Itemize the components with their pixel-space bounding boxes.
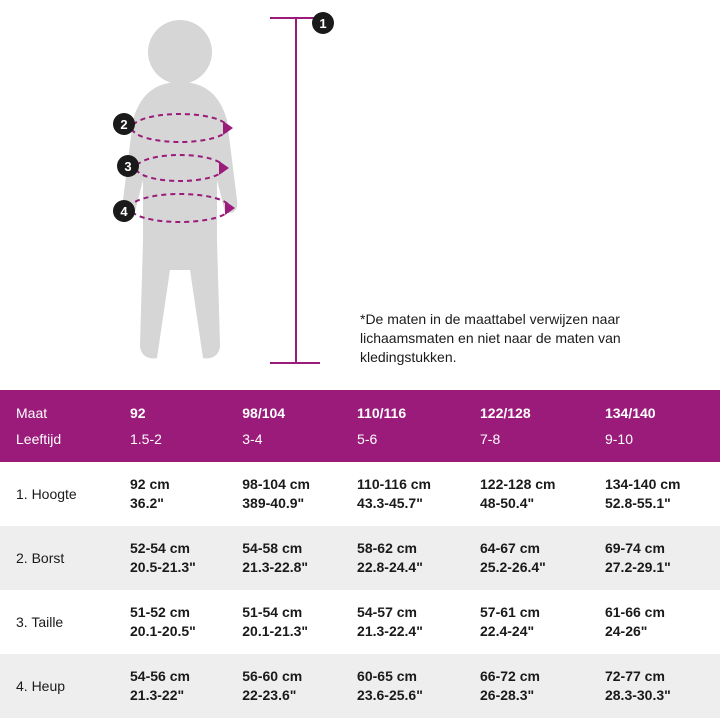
header-age-value: 7-8 xyxy=(480,431,585,447)
measure-badge-4: 4 xyxy=(113,200,135,222)
measurement-cm: 110-116 cm xyxy=(357,475,460,494)
measure-badge-1: 1 xyxy=(312,12,334,34)
header-size-column: 110/116 5-6 xyxy=(347,390,470,462)
measurement-cell: 110-116 cm43.3-45.7" xyxy=(347,462,470,526)
measurement-in: 24-26" xyxy=(605,622,710,641)
measurement-cell: 134-140 cm52.8-55.1" xyxy=(595,462,720,526)
measurement-cell: 69-74 cm27.2-29.1" xyxy=(595,526,720,590)
size-table: Maat Leeftijd 92 1.5-2 98/104 3-4 110/116 5-6 12… xyxy=(0,390,720,718)
measurement-in: 20.5-21.3" xyxy=(130,558,222,577)
measurement-cell: 92 cm36.2" xyxy=(120,462,232,526)
measurement-cm: 72-77 cm xyxy=(605,667,710,686)
row-label: 1. Hoogte xyxy=(0,462,120,526)
header-size-column: 122/128 7-8 xyxy=(470,390,595,462)
measurement-cm: 122-128 cm xyxy=(480,475,585,494)
measurement-in: 22-23.6" xyxy=(242,686,337,705)
measurement-in: 48-50.4" xyxy=(480,494,585,513)
measurement-cell: 56-60 cm22-23.6" xyxy=(232,654,347,718)
diagram-section: 1 2 3 4 *De maten in de maattabel verwij… xyxy=(0,0,720,390)
measurement-in: 26-28.3" xyxy=(480,686,585,705)
row-label: 4. Heup xyxy=(0,654,120,718)
size-table-body: 1. Hoogte92 cm36.2"98-104 cm389-40.9"110… xyxy=(0,462,720,718)
footnote-text: *De maten in de maattabel verwijzen naar… xyxy=(360,310,680,367)
measurement-cell: 66-72 cm26-28.3" xyxy=(470,654,595,718)
header-size-label: Maat xyxy=(16,405,110,421)
measurement-in: 22.8-24.4" xyxy=(357,558,460,577)
header-size-column: 134/140 9-10 xyxy=(595,390,720,462)
measurement-cell: 61-66 cm24-26" xyxy=(595,590,720,654)
measurement-cm: 98-104 cm xyxy=(242,475,337,494)
measurement-cell: 98-104 cm389-40.9" xyxy=(232,462,347,526)
header-size-value: 110/116 xyxy=(357,405,460,421)
measurement-cell: 122-128 cm48-50.4" xyxy=(470,462,595,526)
table-row: 1. Hoogte92 cm36.2"98-104 cm389-40.9"110… xyxy=(0,462,720,526)
measurement-in: 25.2-26.4" xyxy=(480,558,585,577)
measurement-in: 43.3-45.7" xyxy=(357,494,460,513)
height-bar xyxy=(295,18,297,363)
header-age-value: 9-10 xyxy=(605,431,710,447)
measurement-cm: 51-52 cm xyxy=(130,603,222,622)
measurement-cm: 69-74 cm xyxy=(605,539,710,558)
measurement-cell: 52-54 cm20.5-21.3" xyxy=(120,526,232,590)
header-age-value: 5-6 xyxy=(357,431,460,447)
measurement-cell: 72-77 cm28.3-30.3" xyxy=(595,654,720,718)
row-label: 2. Borst xyxy=(0,526,120,590)
measurement-cell: 54-58 cm21.3-22.8" xyxy=(232,526,347,590)
measurement-cell: 58-62 cm22.8-24.4" xyxy=(347,526,470,590)
measurement-in: 21.3-22.8" xyxy=(242,558,337,577)
measurement-cm: 134-140 cm xyxy=(605,475,710,494)
measurement-in: 21.3-22" xyxy=(130,686,222,705)
measurement-cell: 60-65 cm23.6-25.6" xyxy=(347,654,470,718)
measurement-cell: 57-61 cm22.4-24" xyxy=(470,590,595,654)
measurement-cm: 57-61 cm xyxy=(480,603,585,622)
header-size-value: 134/140 xyxy=(605,405,710,421)
child-silhouette xyxy=(85,10,275,375)
measurement-in: 21.3-22.4" xyxy=(357,622,460,641)
row-label: 3. Taille xyxy=(0,590,120,654)
measure-badge-2: 2 xyxy=(113,113,135,135)
table-row: 2. Borst52-54 cm20.5-21.3"54-58 cm21.3-2… xyxy=(0,526,720,590)
measurement-cm: 92 cm xyxy=(130,475,222,494)
measurement-in: 23.6-25.6" xyxy=(357,686,460,705)
measurement-cm: 64-67 cm xyxy=(480,539,585,558)
measurement-cm: 56-60 cm xyxy=(242,667,337,686)
measurement-cell: 51-52 cm20.1-20.5" xyxy=(120,590,232,654)
header-age-value: 1.5-2 xyxy=(130,431,222,447)
measurement-cm: 61-66 cm xyxy=(605,603,710,622)
measurement-cm: 66-72 cm xyxy=(480,667,585,686)
header-size-value: 122/128 xyxy=(480,405,585,421)
measurement-in: 36.2" xyxy=(130,494,222,513)
header-size-value: 92 xyxy=(130,405,222,421)
measurement-cell: 64-67 cm25.2-26.4" xyxy=(470,526,595,590)
measurement-cm: 54-58 cm xyxy=(242,539,337,558)
measure-badge-3: 3 xyxy=(117,155,139,177)
size-table-header: Maat Leeftijd 92 1.5-2 98/104 3-4 110/116 5-6 12… xyxy=(0,390,720,462)
header-label-cell: Maat Leeftijd xyxy=(0,390,120,462)
measurement-in: 27.2-29.1" xyxy=(605,558,710,577)
measurement-in: 20.1-21.3" xyxy=(242,622,337,641)
measurement-cell: 54-57 cm21.3-22.4" xyxy=(347,590,470,654)
table-row: 3. Taille51-52 cm20.1-20.5"51-54 cm20.1-… xyxy=(0,590,720,654)
measurement-in: 389-40.9" xyxy=(242,494,337,513)
measurement-cm: 51-54 cm xyxy=(242,603,337,622)
measurement-cm: 54-56 cm xyxy=(130,667,222,686)
header-age-value: 3-4 xyxy=(242,431,337,447)
measurement-cm: 58-62 cm xyxy=(357,539,460,558)
header-age-label: Leeftijd xyxy=(16,431,110,447)
measurement-cell: 54-56 cm21.3-22" xyxy=(120,654,232,718)
header-size-column: 98/104 3-4 xyxy=(232,390,347,462)
measurement-cm: 60-65 cm xyxy=(357,667,460,686)
measurement-cm: 54-57 cm xyxy=(357,603,460,622)
header-size-column: 92 1.5-2 xyxy=(120,390,232,462)
table-row: 4. Heup54-56 cm21.3-22"56-60 cm22-23.6"6… xyxy=(0,654,720,718)
header-size-value: 98/104 xyxy=(242,405,337,421)
measurement-in: 52.8-55.1" xyxy=(605,494,710,513)
measurement-cm: 52-54 cm xyxy=(130,539,222,558)
measurement-in: 28.3-30.3" xyxy=(605,686,710,705)
measurement-in: 20.1-20.5" xyxy=(130,622,222,641)
measurement-cell: 51-54 cm20.1-21.3" xyxy=(232,590,347,654)
height-bar-bottom-cap xyxy=(270,362,320,364)
measurement-in: 22.4-24" xyxy=(480,622,585,641)
